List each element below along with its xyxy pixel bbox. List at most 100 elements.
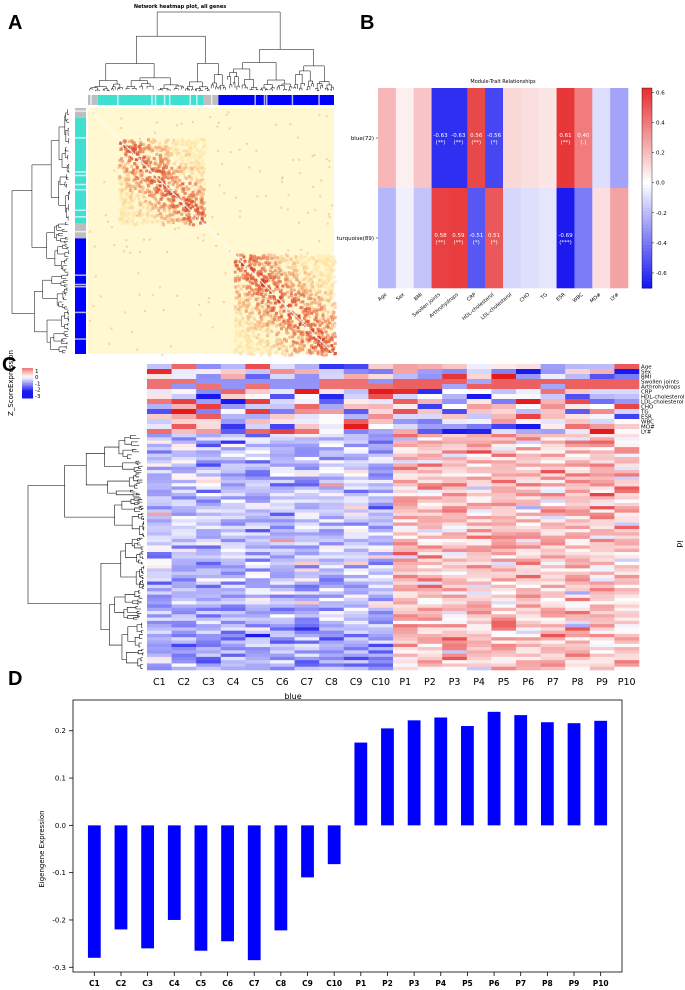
heatmap-cell <box>303 286 307 290</box>
module-bar-stripe <box>75 188 86 191</box>
heatmap-cell <box>195 185 199 189</box>
heatmap-cell <box>333 342 337 346</box>
heatmap-dot <box>228 250 231 253</box>
heatmap-cell <box>320 343 324 347</box>
heatmap-dot <box>238 215 241 218</box>
module-bar-stripe <box>75 183 86 186</box>
heatmap-cell <box>319 271 323 275</box>
heatmap-cell <box>198 197 202 201</box>
heatmap-cell <box>124 197 128 201</box>
heatmap-cell <box>189 156 193 160</box>
heatmap-cell <box>313 263 317 267</box>
heatmap-cell <box>324 346 328 350</box>
heatmap-cell <box>317 285 321 289</box>
heatmap-cell <box>237 294 241 298</box>
heatmap-cell <box>154 205 158 209</box>
heatmap-cell <box>276 259 280 263</box>
heatmap-cell <box>258 325 262 329</box>
heatmap-cell <box>275 285 279 289</box>
heatmap-cell <box>188 169 192 173</box>
heatmap-cell <box>161 167 165 171</box>
heatmap-cell <box>286 290 290 294</box>
heatmap-cell <box>300 263 304 267</box>
heatmap-cell <box>301 347 305 351</box>
heatmap-cell <box>284 339 288 343</box>
heatmap-cell <box>151 138 155 142</box>
heatmap-cell <box>314 292 318 296</box>
heatmap-dot <box>290 351 293 354</box>
heatmap-cell <box>241 324 245 328</box>
heatmap-cell <box>131 215 135 219</box>
heatmap-cell <box>259 325 263 329</box>
heatmap-cell <box>293 341 297 345</box>
heatmap-cell <box>122 139 126 143</box>
heatmap-cell <box>121 197 125 201</box>
heatmap-cell <box>294 293 298 297</box>
heatmap-cell <box>148 162 152 166</box>
heatmap-cell <box>308 335 312 339</box>
heatmap-cell <box>180 137 184 141</box>
module-bar-stripe <box>75 137 86 139</box>
heatmap-cell <box>173 141 177 145</box>
heatmap-cell <box>274 282 278 286</box>
heatmap-cell <box>184 176 188 180</box>
heatmap-cell <box>279 313 283 317</box>
heatmap-cell <box>163 217 167 221</box>
heatmap-dot <box>142 238 145 241</box>
heatmap-cell <box>302 266 306 270</box>
heatmap-cell <box>142 212 146 216</box>
heatmap-cell <box>285 345 289 349</box>
heatmap-cell <box>128 196 132 200</box>
heatmap-cells <box>88 111 337 357</box>
heatmap-cell <box>248 292 252 296</box>
heatmap-cell <box>284 338 288 342</box>
heatmap-cell <box>297 279 301 283</box>
heatmap-cell <box>170 205 174 209</box>
heatmap-cell <box>134 223 138 227</box>
heatmap-cell <box>261 283 265 287</box>
heatmap-cell <box>253 326 257 330</box>
heatmap-cell <box>147 208 151 212</box>
heatmap-cell <box>332 281 336 285</box>
heatmap-cell <box>305 320 309 324</box>
heatmap-cell <box>152 179 156 183</box>
heatmap-cell <box>294 296 298 300</box>
heatmap-cell <box>238 260 242 264</box>
heatmap-dot <box>319 195 322 198</box>
heatmap-cell <box>147 164 151 168</box>
heatmap-cell <box>331 260 335 264</box>
heatmap-cell <box>242 276 246 280</box>
heatmap-cell <box>198 156 202 160</box>
heatmap-cell <box>201 159 205 163</box>
heatmap-cell <box>264 328 268 332</box>
heatmap-cell <box>266 304 270 308</box>
heatmap-dot <box>297 136 300 139</box>
heatmap-cell <box>235 253 239 257</box>
heatmap-cell <box>164 145 168 149</box>
heatmap-cell <box>289 278 293 282</box>
heatmap-cell <box>277 315 281 319</box>
heatmap-cell <box>196 153 200 157</box>
heatmap-cell <box>313 348 317 352</box>
heatmap-dot <box>245 142 248 145</box>
heatmap-cell <box>166 146 170 150</box>
heatmap-cell <box>188 143 192 147</box>
heatmap-cell <box>162 208 166 212</box>
heatmap-cell <box>324 330 328 334</box>
heatmap-cell <box>127 212 131 216</box>
heatmap-cell <box>258 272 262 276</box>
heatmap-cell <box>326 254 330 258</box>
heatmap-cell <box>155 169 159 173</box>
heatmap-cell <box>318 317 322 321</box>
heatmap-cell <box>268 349 272 353</box>
heatmap-cell <box>203 144 207 148</box>
heatmap-cell <box>294 313 298 317</box>
heatmap-cell <box>275 333 279 337</box>
heatmap-cell <box>249 321 253 325</box>
heatmap-cell <box>243 298 247 302</box>
heatmap-cell <box>119 163 123 167</box>
heatmap-cell <box>325 257 329 261</box>
heatmap-cell <box>281 352 285 356</box>
heatmap-dot <box>275 341 278 344</box>
heatmap-cell <box>310 277 314 281</box>
